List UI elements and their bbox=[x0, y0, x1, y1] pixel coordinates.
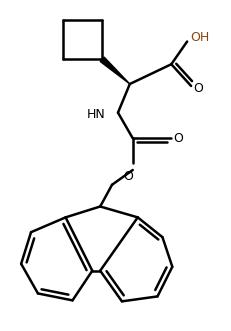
Polygon shape bbox=[100, 57, 129, 84]
Text: O: O bbox=[122, 170, 132, 183]
Text: HN: HN bbox=[86, 108, 105, 121]
Text: OH: OH bbox=[189, 31, 208, 44]
Text: O: O bbox=[192, 82, 202, 95]
Text: O: O bbox=[173, 132, 182, 145]
